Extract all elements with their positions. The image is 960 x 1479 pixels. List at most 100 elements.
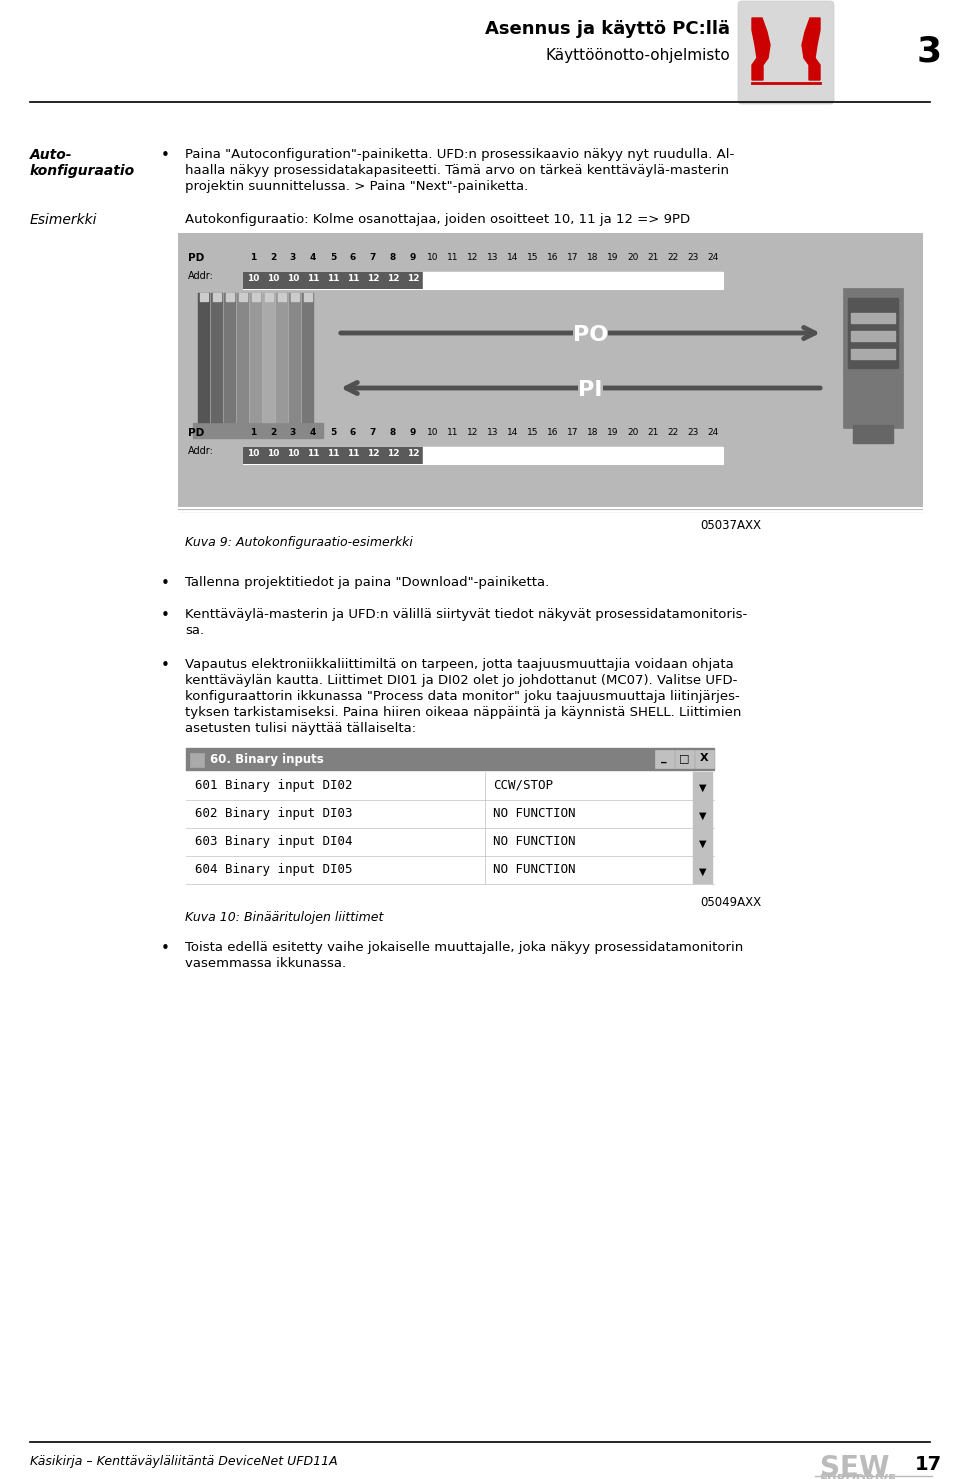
Bar [423, 272, 443, 288]
Bar [186, 828, 714, 856]
Text: 05037AXX: 05037AXX [700, 519, 761, 532]
Text: 10: 10 [267, 450, 279, 458]
Text: 20: 20 [627, 253, 638, 262]
Text: Asennus ja käyttö PC:llä: Asennus ja käyttö PC:llä [485, 21, 730, 38]
Bar [323, 447, 343, 464]
Text: Addr:: Addr: [188, 447, 214, 456]
Text: Tallenna projektitiedot ja paina "Download"-painiketta.: Tallenna projektitiedot ja paina "Downlo… [185, 575, 549, 589]
Text: PD: PD [188, 253, 204, 263]
Bar [237, 293, 249, 423]
Bar [485, 856, 714, 884]
Text: 10: 10 [247, 274, 259, 282]
Bar [523, 272, 543, 288]
Text: 11: 11 [307, 450, 320, 458]
Text: 11: 11 [347, 450, 359, 458]
Text: 6: 6 [349, 253, 356, 262]
Text: 12: 12 [367, 274, 379, 282]
Bar [239, 293, 247, 302]
Text: 2: 2 [270, 427, 276, 436]
Text: CCW/STOP: CCW/STOP [493, 779, 553, 791]
Text: •: • [160, 608, 169, 623]
Text: 12: 12 [387, 450, 399, 458]
Text: PO: PO [573, 325, 608, 345]
Text: Vapautus elektroniikkaliittimiltä on tarpeen, jotta taajuusmuuttajia voidaan ohj: Vapautus elektroniikkaliittimiltä on tar… [185, 658, 733, 671]
Text: 10: 10 [267, 274, 279, 282]
Text: projektin suunnittelussa. > Paina "Next"-painiketta.: projektin suunnittelussa. > Paina "Next"… [185, 180, 528, 192]
Bar [443, 272, 463, 288]
Text: 9: 9 [410, 427, 417, 436]
FancyBboxPatch shape [738, 1, 834, 104]
Text: 3: 3 [917, 35, 942, 70]
Bar [485, 772, 714, 800]
Bar [193, 423, 323, 438]
Text: 603 Binary input DI04: 603 Binary input DI04 [195, 836, 352, 847]
Bar [224, 293, 236, 423]
Text: Esimerkki: Esimerkki [30, 213, 98, 226]
Text: 23: 23 [687, 253, 699, 262]
Bar [403, 272, 423, 288]
Text: Auto-: Auto- [30, 148, 73, 163]
Bar [343, 272, 363, 288]
Bar [485, 828, 714, 856]
Bar [851, 331, 895, 342]
Text: NO FUNCTION: NO FUNCTION [493, 808, 575, 819]
Text: 7: 7 [370, 427, 376, 436]
Text: 601 Binary input DI02: 601 Binary input DI02 [195, 779, 352, 791]
Text: ▼: ▼ [699, 867, 707, 877]
Text: •: • [160, 148, 169, 163]
Bar [463, 447, 483, 464]
Bar [403, 447, 423, 464]
Bar [563, 272, 583, 288]
Bar [283, 272, 303, 288]
Bar [278, 293, 286, 302]
Bar [303, 272, 323, 288]
Text: •: • [160, 575, 169, 592]
Text: 19: 19 [608, 427, 619, 436]
Bar [683, 447, 703, 464]
Bar [186, 800, 714, 828]
Bar [693, 800, 713, 828]
Text: SEW: SEW [820, 1454, 890, 1479]
Bar [583, 272, 603, 288]
Text: 05049AXX: 05049AXX [700, 896, 761, 910]
Bar [583, 447, 603, 464]
Bar [289, 293, 301, 423]
Text: Autokonfiguraatio: Kolme osanottajaa, joiden osoitteet 10, 11 ja 12 => 9PD: Autokonfiguraatio: Kolme osanottajaa, jo… [185, 213, 690, 226]
Text: 5: 5 [330, 427, 336, 436]
Bar [463, 272, 483, 288]
Text: 20: 20 [627, 427, 638, 436]
Bar [663, 447, 683, 464]
Text: konfiguraatio: konfiguraatio [30, 164, 135, 177]
Text: PD: PD [188, 427, 204, 438]
Text: 13: 13 [488, 427, 499, 436]
Bar [263, 293, 275, 423]
Text: 24: 24 [708, 427, 719, 436]
Bar [623, 447, 643, 464]
Text: 11: 11 [307, 274, 320, 282]
Text: 11: 11 [326, 450, 339, 458]
Bar [211, 293, 223, 423]
Bar [178, 234, 923, 513]
Bar [483, 272, 503, 288]
Bar [655, 750, 674, 768]
Text: 16: 16 [547, 253, 559, 262]
Bar [383, 272, 403, 288]
Bar [603, 272, 623, 288]
Text: 22: 22 [667, 427, 679, 436]
Text: 3: 3 [290, 427, 296, 436]
Text: 8: 8 [390, 253, 396, 262]
Text: Kuva 9: Autokonfiguraatio-esimerkki: Kuva 9: Autokonfiguraatio-esimerkki [185, 535, 413, 549]
Bar [263, 272, 283, 288]
Text: 22: 22 [667, 253, 679, 262]
Polygon shape [802, 18, 820, 80]
Polygon shape [752, 18, 770, 80]
Bar [663, 272, 683, 288]
Text: 11: 11 [347, 274, 359, 282]
Text: Kuva 10: Binääritulojen liittimet: Kuva 10: Binääritulojen liittimet [185, 911, 383, 924]
Text: 23: 23 [687, 427, 699, 436]
Text: •: • [160, 941, 169, 955]
Text: vasemmassa ikkunassa.: vasemmassa ikkunassa. [185, 957, 347, 970]
Bar [198, 293, 210, 423]
Bar [243, 447, 723, 464]
Text: Käsikirja – Kenttäväyläliitäntä DeviceNet UFD11A: Käsikirja – Kenttäväyläliitäntä DeviceNe… [30, 1455, 338, 1469]
